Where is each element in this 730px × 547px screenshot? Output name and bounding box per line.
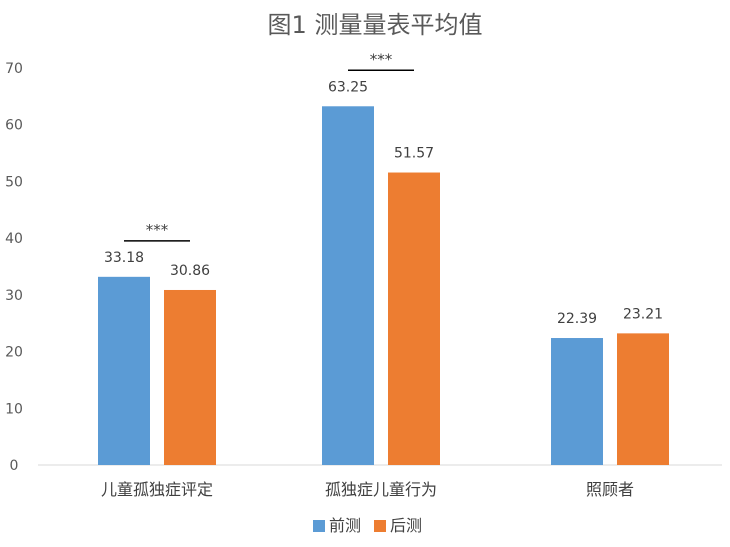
y-tick-label: 0 bbox=[10, 458, 19, 474]
bar-pre-2 bbox=[551, 338, 603, 465]
category-label: 儿童孤独症评定 bbox=[101, 480, 213, 499]
data-label: 23.21 bbox=[623, 306, 663, 322]
significance-label: *** bbox=[370, 50, 393, 68]
data-label: 30.86 bbox=[170, 263, 210, 279]
bar-pre-1 bbox=[322, 106, 374, 466]
category-label: 照顾者 bbox=[586, 480, 634, 499]
legend: 前测 后测 bbox=[313, 516, 422, 535]
y-tick-label: 20 bbox=[5, 345, 23, 361]
legend-swatch-post bbox=[374, 520, 386, 532]
data-label: 63.25 bbox=[328, 79, 368, 95]
y-tick-label: 30 bbox=[5, 288, 23, 304]
significance-label: *** bbox=[146, 221, 169, 239]
category-label: 孤独症儿童行为 bbox=[325, 480, 437, 499]
bar-post-1 bbox=[388, 172, 440, 466]
significance-markers: *** *** bbox=[124, 50, 414, 242]
chart-title: 图1 测量量表平均值 bbox=[268, 11, 483, 39]
bar-post-2 bbox=[617, 333, 669, 465]
bar-pre-0 bbox=[98, 276, 150, 465]
data-label: 22.39 bbox=[557, 311, 597, 327]
data-labels: 33.18 30.86 63.25 51.57 22.39 23.21 bbox=[104, 79, 663, 327]
y-axis: 0 10 20 30 40 50 60 70 bbox=[5, 61, 23, 474]
legend-label: 前测 bbox=[329, 516, 361, 535]
bar-post-0 bbox=[164, 289, 216, 465]
category-labels: 儿童孤独症评定 孤独症儿童行为 照顾者 bbox=[101, 480, 634, 499]
y-tick-label: 70 bbox=[5, 61, 23, 77]
legend-label: 后测 bbox=[390, 516, 422, 535]
bars bbox=[98, 106, 669, 466]
y-tick-label: 60 bbox=[5, 118, 23, 134]
y-tick-label: 50 bbox=[5, 174, 23, 190]
data-label: 33.18 bbox=[104, 250, 144, 266]
y-tick-label: 40 bbox=[5, 231, 23, 247]
legend-swatch-pre bbox=[313, 520, 325, 532]
y-tick-label: 10 bbox=[5, 401, 23, 417]
data-label: 51.57 bbox=[394, 146, 434, 162]
